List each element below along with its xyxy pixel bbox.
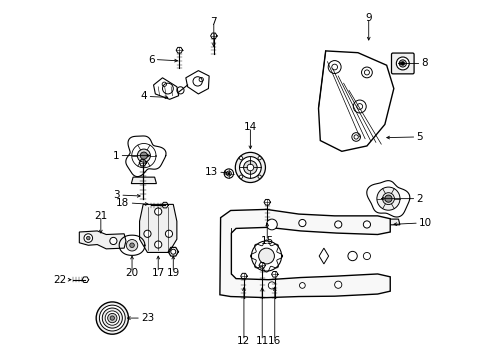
- Text: 13: 13: [205, 167, 218, 177]
- Text: 22: 22: [53, 275, 67, 285]
- Circle shape: [267, 219, 277, 230]
- Text: 15: 15: [261, 236, 274, 246]
- Text: 6: 6: [148, 54, 155, 64]
- Text: 9: 9: [366, 13, 372, 23]
- Circle shape: [377, 187, 400, 210]
- Text: 20: 20: [125, 267, 139, 278]
- Text: 7: 7: [211, 17, 217, 27]
- Text: 12: 12: [237, 336, 250, 346]
- Text: 8: 8: [421, 58, 428, 68]
- Text: 5: 5: [416, 132, 423, 142]
- Circle shape: [87, 236, 90, 240]
- Circle shape: [258, 157, 261, 160]
- Text: 16: 16: [268, 336, 281, 346]
- Circle shape: [130, 243, 134, 248]
- Text: 3: 3: [114, 190, 120, 200]
- Polygon shape: [319, 248, 329, 264]
- Circle shape: [155, 208, 162, 215]
- Circle shape: [396, 57, 409, 70]
- Circle shape: [247, 164, 254, 171]
- Circle shape: [226, 171, 231, 176]
- Text: 19: 19: [167, 267, 180, 278]
- Circle shape: [383, 193, 394, 204]
- Circle shape: [102, 308, 122, 328]
- Polygon shape: [220, 210, 390, 298]
- Circle shape: [348, 251, 357, 261]
- Circle shape: [224, 169, 234, 178]
- Circle shape: [126, 239, 138, 251]
- Circle shape: [364, 221, 370, 228]
- Circle shape: [251, 241, 282, 271]
- FancyBboxPatch shape: [392, 53, 414, 74]
- Circle shape: [105, 311, 120, 325]
- Circle shape: [240, 157, 243, 160]
- Text: 2: 2: [416, 194, 423, 204]
- Circle shape: [335, 281, 342, 288]
- Text: 10: 10: [419, 218, 432, 228]
- Circle shape: [385, 195, 392, 202]
- Text: 4: 4: [141, 91, 147, 102]
- Polygon shape: [79, 231, 126, 249]
- Circle shape: [258, 175, 261, 178]
- Circle shape: [108, 314, 117, 323]
- Text: 21: 21: [94, 211, 107, 221]
- Text: 14: 14: [244, 122, 257, 132]
- Circle shape: [110, 316, 115, 320]
- Circle shape: [335, 221, 342, 228]
- Circle shape: [171, 249, 176, 254]
- Circle shape: [228, 172, 230, 175]
- Circle shape: [84, 234, 93, 242]
- Circle shape: [399, 60, 406, 67]
- Text: 18: 18: [116, 198, 129, 208]
- Text: 11: 11: [256, 336, 269, 346]
- Text: 17: 17: [151, 267, 165, 278]
- Circle shape: [235, 152, 266, 183]
- Circle shape: [140, 152, 147, 159]
- Circle shape: [110, 237, 117, 244]
- Circle shape: [155, 241, 162, 248]
- Circle shape: [144, 230, 151, 237]
- Text: 1: 1: [113, 150, 120, 161]
- Circle shape: [240, 157, 261, 178]
- Polygon shape: [377, 219, 400, 225]
- Text: 23: 23: [141, 313, 154, 323]
- Polygon shape: [140, 204, 177, 252]
- Circle shape: [364, 252, 370, 260]
- Circle shape: [166, 230, 172, 237]
- Circle shape: [240, 175, 243, 178]
- Circle shape: [299, 283, 305, 288]
- Circle shape: [137, 149, 150, 162]
- Circle shape: [99, 305, 125, 331]
- Circle shape: [96, 302, 128, 334]
- Circle shape: [269, 282, 275, 289]
- Circle shape: [401, 62, 405, 65]
- Circle shape: [299, 220, 306, 226]
- Polygon shape: [131, 177, 156, 184]
- Circle shape: [259, 248, 274, 264]
- Circle shape: [244, 161, 257, 174]
